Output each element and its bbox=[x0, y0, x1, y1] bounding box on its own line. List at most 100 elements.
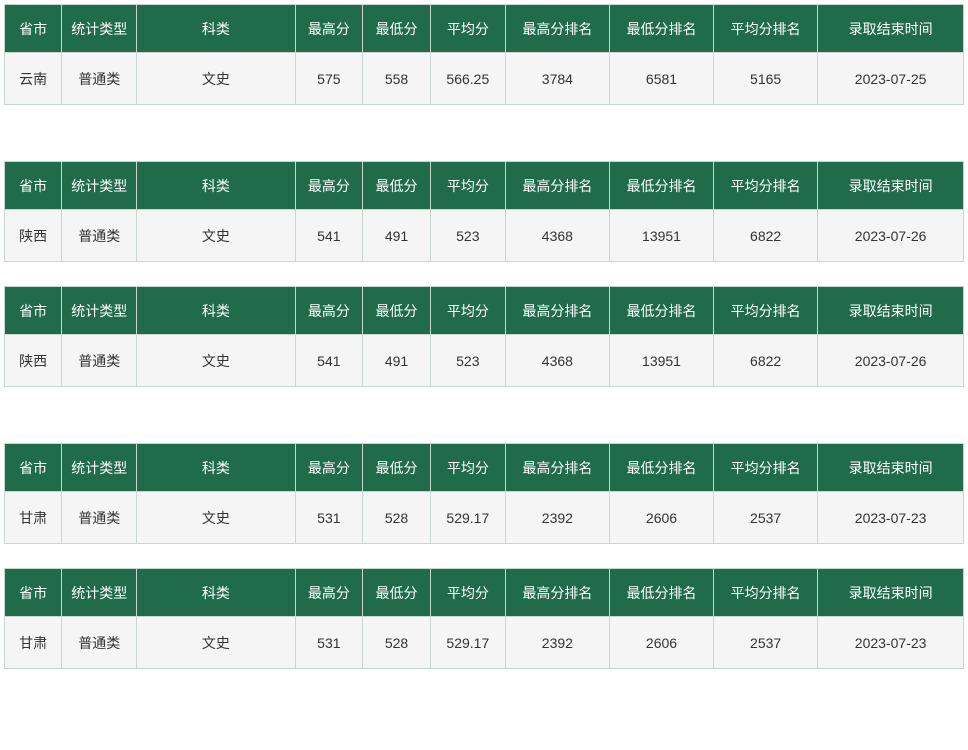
column-header: 科类 bbox=[137, 287, 295, 335]
column-header: 统计类型 bbox=[62, 569, 137, 617]
column-header: 科类 bbox=[137, 444, 295, 492]
column-header: 科类 bbox=[137, 569, 295, 617]
table-cell: 3784 bbox=[505, 53, 609, 105]
table-gap bbox=[4, 544, 964, 568]
column-header: 最高分排名 bbox=[505, 162, 609, 210]
score-table: 省市统计类型科类最高分最低分平均分最高分排名最低分排名平均分排名录取结束时间云南… bbox=[4, 4, 964, 105]
column-header: 最低分 bbox=[363, 162, 431, 210]
table-cell: 6581 bbox=[609, 53, 713, 105]
table-cell: 2392 bbox=[505, 617, 609, 669]
column-header: 最低分排名 bbox=[609, 162, 713, 210]
table-cell: 2537 bbox=[714, 492, 818, 544]
table-cell: 523 bbox=[430, 210, 505, 262]
table-cell: 文史 bbox=[137, 335, 295, 387]
column-header: 平均分 bbox=[430, 569, 505, 617]
table-cell: 2023-07-23 bbox=[818, 617, 964, 669]
tables-container: 省市统计类型科类最高分最低分平均分最高分排名最低分排名平均分排名录取结束时间云南… bbox=[4, 4, 964, 669]
table-cell: 普通类 bbox=[62, 53, 137, 105]
table-header-row: 省市统计类型科类最高分最低分平均分最高分排名最低分排名平均分排名录取结束时间 bbox=[5, 569, 964, 617]
table-cell: 普通类 bbox=[62, 492, 137, 544]
table-cell: 5165 bbox=[714, 53, 818, 105]
table-header-row: 省市统计类型科类最高分最低分平均分最高分排名最低分排名平均分排名录取结束时间 bbox=[5, 287, 964, 335]
column-header: 最低分 bbox=[363, 569, 431, 617]
table-gap bbox=[4, 262, 964, 286]
score-table: 省市统计类型科类最高分最低分平均分最高分排名最低分排名平均分排名录取结束时间甘肃… bbox=[4, 443, 964, 544]
column-header: 平均分排名 bbox=[714, 287, 818, 335]
table-cell: 文史 bbox=[137, 53, 295, 105]
column-header: 最低分 bbox=[363, 5, 431, 53]
table-cell: 2023-07-26 bbox=[818, 210, 964, 262]
table-cell: 6822 bbox=[714, 335, 818, 387]
score-table: 省市统计类型科类最高分最低分平均分最高分排名最低分排名平均分排名录取结束时间陕西… bbox=[4, 286, 964, 387]
column-header: 统计类型 bbox=[62, 287, 137, 335]
column-header: 省市 bbox=[5, 5, 62, 53]
score-table: 省市统计类型科类最高分最低分平均分最高分排名最低分排名平均分排名录取结束时间甘肃… bbox=[4, 568, 964, 669]
column-header: 平均分 bbox=[430, 444, 505, 492]
table-gap bbox=[4, 105, 964, 161]
table-row: 甘肃普通类文史531528529.172392260625372023-07-2… bbox=[5, 492, 964, 544]
column-header: 最高分排名 bbox=[505, 569, 609, 617]
table-gap bbox=[4, 387, 964, 443]
column-header: 省市 bbox=[5, 444, 62, 492]
table-header-row: 省市统计类型科类最高分最低分平均分最高分排名最低分排名平均分排名录取结束时间 bbox=[5, 444, 964, 492]
table-row: 云南普通类文史575558566.253784658151652023-07-2… bbox=[5, 53, 964, 105]
column-header: 省市 bbox=[5, 569, 62, 617]
table-cell: 528 bbox=[363, 617, 431, 669]
table-cell: 541 bbox=[295, 210, 363, 262]
table-row: 陕西普通类文史54149152343681395168222023-07-26 bbox=[5, 210, 964, 262]
column-header: 最低分 bbox=[363, 287, 431, 335]
column-header: 最高分排名 bbox=[505, 5, 609, 53]
table-cell: 普通类 bbox=[62, 617, 137, 669]
table-header-row: 省市统计类型科类最高分最低分平均分最高分排名最低分排名平均分排名录取结束时间 bbox=[5, 162, 964, 210]
table-header-row: 省市统计类型科类最高分最低分平均分最高分排名最低分排名平均分排名录取结束时间 bbox=[5, 5, 964, 53]
column-header: 统计类型 bbox=[62, 162, 137, 210]
column-header: 平均分排名 bbox=[714, 569, 818, 617]
table-cell: 531 bbox=[295, 492, 363, 544]
table-cell: 2606 bbox=[609, 492, 713, 544]
table-cell: 558 bbox=[363, 53, 431, 105]
table-cell: 2023-07-23 bbox=[818, 492, 964, 544]
table-cell: 541 bbox=[295, 335, 363, 387]
table-cell: 2392 bbox=[505, 492, 609, 544]
table-cell: 575 bbox=[295, 53, 363, 105]
table-cell: 甘肃 bbox=[5, 492, 62, 544]
column-header: 最高分 bbox=[295, 5, 363, 53]
table-cell: 甘肃 bbox=[5, 617, 62, 669]
table-row: 甘肃普通类文史531528529.172392260625372023-07-2… bbox=[5, 617, 964, 669]
table-cell: 531 bbox=[295, 617, 363, 669]
column-header: 统计类型 bbox=[62, 444, 137, 492]
table-cell: 普通类 bbox=[62, 210, 137, 262]
table-cell: 491 bbox=[363, 210, 431, 262]
column-header: 最高分排名 bbox=[505, 287, 609, 335]
table-cell: 4368 bbox=[505, 210, 609, 262]
column-header: 省市 bbox=[5, 287, 62, 335]
table-cell: 2537 bbox=[714, 617, 818, 669]
table-cell: 491 bbox=[363, 335, 431, 387]
column-header: 最低分排名 bbox=[609, 287, 713, 335]
column-header: 最低分排名 bbox=[609, 569, 713, 617]
table-cell: 13951 bbox=[609, 210, 713, 262]
column-header: 最高分 bbox=[295, 444, 363, 492]
table-cell: 523 bbox=[430, 335, 505, 387]
column-header: 录取结束时间 bbox=[818, 162, 964, 210]
table-cell: 文史 bbox=[137, 210, 295, 262]
column-header: 最高分 bbox=[295, 162, 363, 210]
column-header: 录取结束时间 bbox=[818, 5, 964, 53]
column-header: 科类 bbox=[137, 5, 295, 53]
column-header: 平均分 bbox=[430, 162, 505, 210]
column-header: 平均分 bbox=[430, 5, 505, 53]
table-cell: 13951 bbox=[609, 335, 713, 387]
column-header: 录取结束时间 bbox=[818, 444, 964, 492]
column-header: 最低分 bbox=[363, 444, 431, 492]
column-header: 最低分排名 bbox=[609, 444, 713, 492]
column-header: 省市 bbox=[5, 162, 62, 210]
column-header: 平均分排名 bbox=[714, 444, 818, 492]
table-cell: 陕西 bbox=[5, 335, 62, 387]
table-cell: 4368 bbox=[505, 335, 609, 387]
table-cell: 566.25 bbox=[430, 53, 505, 105]
table-row: 陕西普通类文史54149152343681395168222023-07-26 bbox=[5, 335, 964, 387]
score-table: 省市统计类型科类最高分最低分平均分最高分排名最低分排名平均分排名录取结束时间陕西… bbox=[4, 161, 964, 262]
column-header: 录取结束时间 bbox=[818, 287, 964, 335]
table-cell: 文史 bbox=[137, 492, 295, 544]
table-cell: 529.17 bbox=[430, 492, 505, 544]
